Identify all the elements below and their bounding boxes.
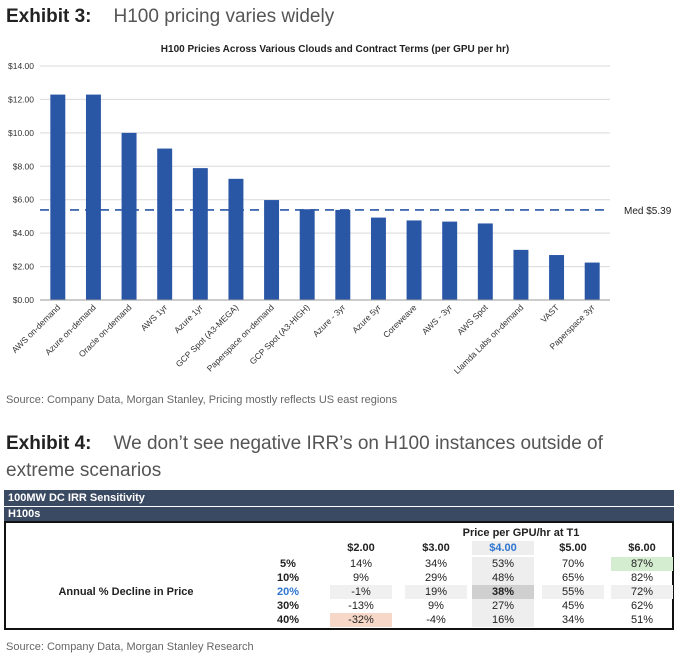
irr-cell: 14% — [349, 558, 373, 570]
decline-row-label: 20% — [276, 586, 300, 598]
x-tick-label: AWS - 3yr — [420, 302, 454, 336]
bar — [157, 148, 173, 300]
table-column-header: Price per GPU/hr at T1 — [462, 527, 580, 539]
table-header-subtitle: H100s — [4, 507, 674, 521]
exhibit-3-title: H100 pricing varies widely — [113, 6, 335, 27]
bar — [406, 220, 422, 300]
irr-cell: 53% — [472, 557, 534, 571]
table-row-header: Annual % Decline in Price — [58, 586, 194, 598]
bar — [121, 132, 137, 300]
x-tick-label: Coreweave — [381, 302, 419, 340]
irr-cell: 45% — [561, 600, 585, 612]
irr-cell: 72% — [611, 585, 673, 599]
irr-cell: 48% — [472, 571, 534, 585]
bar — [549, 255, 565, 300]
irr-cell: 34% — [424, 558, 448, 570]
median-label: Med $5.39 — [624, 206, 672, 217]
y-tick-label: $12.00 — [8, 94, 34, 104]
bar — [85, 94, 101, 301]
y-tick-label: $8.00 — [13, 161, 35, 171]
decline-row-label: 40% — [276, 614, 300, 626]
price-column-label: $6.00 — [628, 542, 656, 554]
x-tick-label: Azure 5yr — [350, 302, 383, 335]
x-tick-label: AWS 1yr — [139, 302, 170, 333]
irr-cell: 55% — [542, 585, 604, 599]
h100-pricing-chart: H100 Pricies Across Various Clouds and C… — [8, 44, 672, 376]
irr-cell: 29% — [424, 572, 448, 584]
bar — [192, 168, 208, 300]
decline-row-label: 30% — [276, 600, 300, 612]
irr-cell: -1% — [330, 585, 392, 599]
irr-cell: 16% — [472, 613, 534, 627]
x-tick-label: Azure 1yr — [172, 302, 205, 335]
irr-cell: 51% — [630, 614, 654, 626]
y-tick-label: $14.00 — [8, 61, 34, 71]
price-column-label: $5.00 — [559, 542, 587, 554]
bar — [513, 249, 529, 300]
decline-row-label: 5% — [280, 558, 296, 570]
irr-cell: 70% — [561, 558, 585, 570]
irr-cell: 87% — [611, 557, 673, 571]
table-header-title: 100MW DC IRR Sensitivity — [4, 490, 674, 506]
y-tick-label: $6.00 — [13, 195, 35, 205]
exhibit-3-heading: Exhibit 3: H100 pricing varies widely — [6, 6, 334, 28]
bar — [370, 217, 386, 300]
y-tick-label: $4.00 — [13, 228, 35, 238]
x-tick-label: Paperspace on-demand — [205, 302, 276, 373]
table-body: Price per GPU/hr at T1 $2.00 $3.00 $4.00 $5.… — [4, 521, 674, 630]
irr-cell: -4% — [426, 614, 446, 626]
irr-cell: 65% — [561, 572, 585, 584]
bar — [477, 223, 493, 300]
x-tick-label: Llamda Labs on-demand — [452, 302, 526, 376]
exhibit-4-source: Source: Company Data, Morgan Stanley Res… — [6, 641, 254, 653]
irr-cell: -32% — [330, 613, 392, 627]
x-tick-label: Azure - 3yr — [311, 302, 348, 339]
irr-cell: 19% — [405, 585, 467, 599]
bar — [50, 94, 66, 301]
exhibit-4-heading: Exhibit 4: We don’t see negative IRR’s on… — [6, 430, 666, 484]
x-tick-label: GCP Spot (A3-MEGA) — [174, 302, 241, 369]
bar — [264, 200, 280, 300]
decline-row-label: 10% — [276, 572, 300, 584]
irr-cell: -13% — [348, 600, 374, 612]
price-column-label: $4.00 — [472, 541, 534, 555]
irr-cell: 62% — [630, 600, 654, 612]
exhibit-4-label: Exhibit 4: — [6, 433, 92, 454]
y-tick-label: $10.00 — [8, 128, 34, 138]
x-tick-label: GCP Spot (A3-HIGH) — [248, 302, 312, 366]
price-column-label: $2.00 — [347, 542, 375, 554]
price-column-label: $3.00 — [422, 542, 450, 554]
bar — [442, 221, 458, 300]
irr-cell: 27% — [472, 599, 534, 613]
bar — [584, 262, 600, 300]
bar — [299, 209, 315, 300]
bar — [335, 209, 351, 300]
irr-sensitivity-table: 100MW DC IRR Sensitivity H100s Price per… — [4, 490, 674, 630]
chart-title: H100 Pricies Across Various Clouds and C… — [161, 44, 509, 55]
x-tick-label: AWS Spot — [455, 302, 490, 337]
x-tick-label: VAST — [539, 302, 561, 324]
y-tick-label: $0.00 — [13, 295, 35, 305]
irr-cell: 38% — [472, 585, 534, 599]
irr-cell: 9% — [428, 600, 444, 612]
irr-cell: 9% — [353, 572, 369, 584]
irr-cell: 82% — [630, 572, 654, 584]
exhibit-4-title: We don’t see negative IRR’s on H100 inst… — [6, 433, 603, 481]
y-tick-label: $2.00 — [13, 262, 35, 272]
exhibit-3-source: Source: Company Data, Morgan Stanley, Pr… — [6, 394, 398, 406]
bar — [228, 178, 244, 300]
irr-cell: 34% — [561, 614, 585, 626]
exhibit-3-label: Exhibit 3: — [6, 6, 92, 27]
